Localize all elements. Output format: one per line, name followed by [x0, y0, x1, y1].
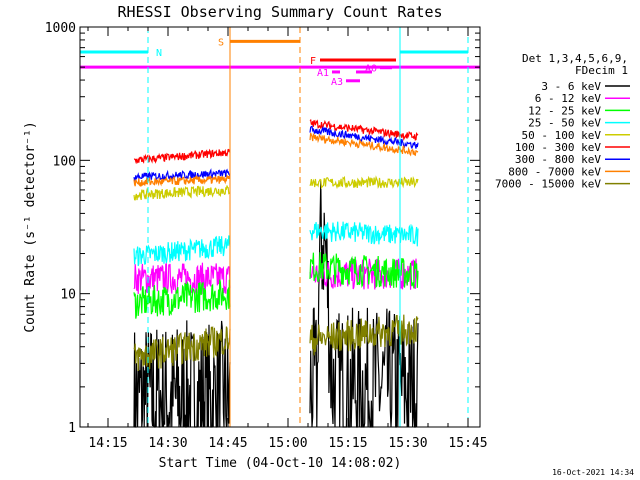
chart-title: RHESSI Observing Summary Count Rates — [117, 3, 442, 21]
legend-header-1: FDecim 1 — [575, 64, 628, 77]
x-tick-label-2: 14:45 — [208, 436, 247, 451]
footer-timestamp: 16-Oct-2021 14:34 — [552, 468, 634, 477]
legend-label-0: 3 - 6 keV — [541, 80, 601, 93]
marker-label-S: S — [218, 37, 224, 48]
marker-label-N: N — [156, 48, 162, 59]
series-line-5-seg1 — [133, 148, 231, 165]
marker-label-A3: A3 — [331, 77, 343, 88]
x-tick-label-6: 15:45 — [448, 436, 487, 451]
y-tick-label-2: 100 — [53, 154, 76, 169]
series-line-2-seg1 — [133, 279, 231, 319]
plot-axes: 1 10 100 1000 14:15 14:30 14:45 15:00 15:15 15:30… — [45, 21, 488, 451]
series-line-1-seg1 — [133, 262, 231, 295]
x-tick-label-1: 14:30 — [148, 436, 187, 451]
legend-label-5: 100 - 300 keV — [515, 141, 601, 154]
y-tick-label-1: 10 — [60, 288, 76, 303]
legend-header-0: Det 1,3,4,5,6,9, — [522, 52, 628, 65]
series-line-7-seg1 — [133, 174, 231, 187]
legend-label-4: 50 - 100 keV — [522, 129, 602, 142]
legend-label-6: 300 - 800 keV — [515, 153, 601, 166]
legend-label-2: 12 - 25 keV — [528, 104, 601, 117]
series-line-6-seg1 — [133, 168, 231, 183]
legend-label-8: 7000 - 15000 keV — [495, 178, 601, 191]
series-line-4-seg1 — [133, 185, 231, 201]
x-tick-label-3: 15:00 — [268, 436, 307, 451]
marker-label-F: F — [310, 56, 316, 67]
y-axis-label: Count Rate (s⁻¹ detector⁻¹) — [23, 121, 38, 332]
x-tick-label-5: 15:30 — [388, 436, 427, 451]
x-tick-label-4: 15:15 — [328, 436, 367, 451]
series-line-8-seg1 — [133, 325, 231, 372]
x-tick-label-0: 14:15 — [88, 436, 127, 451]
series-line-3-seg1 — [133, 235, 231, 267]
legend-label-3: 25 - 50 keV — [528, 117, 601, 130]
marker-label-A0: A0 — [365, 64, 377, 75]
legend-label-7: 800 - 7000 keV — [508, 165, 601, 178]
legend-label-1: 6 - 12 keV — [535, 92, 602, 105]
x-axis-label: Start Time (04-Oct-10 14:08:02) — [159, 456, 402, 471]
plot-frame — [79, 26, 481, 428]
marker-label-A1: A1 — [317, 68, 329, 79]
y-tick-label-0: 1 — [68, 421, 76, 436]
y-tick-label-3: 1000 — [45, 21, 76, 36]
